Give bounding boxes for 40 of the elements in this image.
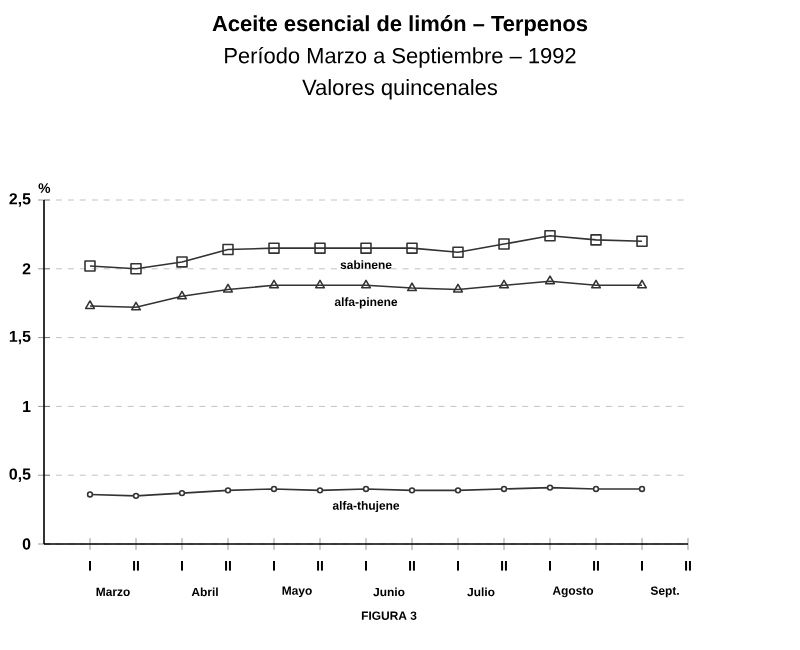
point	[176, 290, 188, 300]
point	[316, 487, 324, 494]
point	[592, 485, 600, 493]
point	[498, 279, 510, 289]
point	[360, 242, 372, 254]
point	[406, 282, 418, 292]
point	[314, 279, 326, 289]
point	[546, 484, 554, 491]
point	[636, 235, 648, 248]
text: Valores quincenales	[302, 79, 498, 100]
point	[454, 487, 462, 494]
point	[132, 492, 140, 500]
point	[224, 487, 232, 494]
point	[638, 485, 646, 493]
point	[268, 279, 280, 289]
point	[84, 260, 96, 272]
point	[498, 238, 510, 250]
point	[500, 485, 508, 493]
chart-title: Aceite esencial de limón – Terpenos	[212, 15, 588, 36]
chart-subtitle: Período Marzo a Septiembre – 1992	[225, 47, 576, 68]
point	[406, 242, 418, 254]
point	[222, 283, 234, 293]
point	[222, 243, 234, 256]
point	[270, 485, 278, 493]
point	[314, 242, 326, 254]
point	[408, 487, 416, 494]
point	[452, 283, 464, 293]
point	[360, 279, 372, 289]
point	[590, 279, 602, 289]
point	[452, 246, 464, 259]
point	[544, 275, 556, 285]
point	[268, 242, 280, 254]
point	[362, 485, 370, 493]
point	[86, 491, 94, 498]
point	[130, 263, 142, 275]
point	[544, 230, 556, 242]
point	[130, 301, 142, 311]
point	[176, 256, 188, 268]
point	[178, 489, 186, 497]
point	[590, 234, 602, 246]
